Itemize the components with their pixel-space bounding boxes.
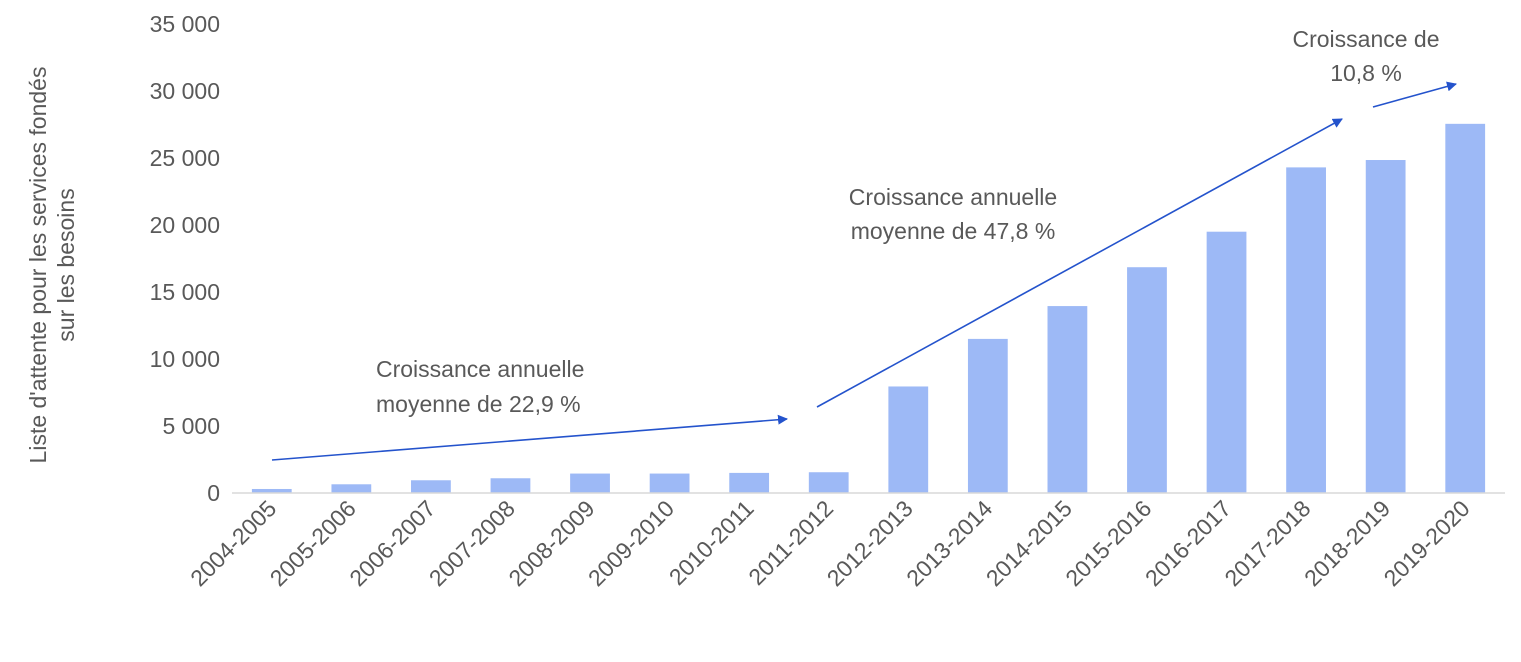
y-tick-label: 0 [207, 480, 220, 506]
y-tick-label: 35 000 [150, 11, 220, 37]
bar-2004-2005 [251, 488, 292, 493]
y-tick-label: 25 000 [150, 145, 220, 171]
x-tick-label: 2005-2006 [265, 495, 361, 591]
bar-2012-2013 [888, 386, 929, 493]
annotations: Croissance annuelle moyenne de 22,9 % Cr… [376, 26, 1440, 417]
growth-arrow-3 [1372, 81, 1457, 108]
annotation-1-line-1: Croissance annuelle [376, 356, 584, 382]
bar-2016-2017 [1206, 231, 1247, 493]
x-tick-label: 2018-2019 [1299, 495, 1395, 591]
x-tick-label: 2015-2016 [1060, 495, 1156, 591]
bar-2013-2014 [967, 338, 1008, 493]
growth-arrows [271, 81, 1457, 461]
x-tick-label: 2008-2009 [503, 495, 599, 591]
y-axis-ticks: 0 5 000 10 000 15 000 20 000 25 000 30 000 35 0… [150, 11, 220, 506]
x-tick-label: 2004-2005 [185, 495, 281, 591]
bar-2017-2018 [1286, 167, 1326, 493]
y-axis-title-line-1: Liste d'attente pour les services fondés [25, 67, 51, 464]
bar-2006-2007 [411, 480, 451, 493]
x-tick-label: 2014-2015 [981, 495, 1077, 591]
x-tick-label: 2007-2008 [424, 495, 520, 591]
bar-2010-2011 [729, 472, 770, 493]
growth-arrow-1 [271, 414, 788, 461]
x-tick-label: 2009-2010 [583, 495, 679, 591]
bar-2019-2020 [1445, 123, 1486, 493]
bar-2015-2016 [1127, 267, 1167, 493]
x-tick-label: 2006-2007 [344, 495, 440, 591]
annotation-3-line-2: 10,8 % [1330, 60, 1402, 86]
y-tick-label: 20 000 [150, 212, 220, 238]
x-tick-label: 2019-2020 [1379, 495, 1475, 591]
bar-2011-2012 [808, 472, 849, 493]
y-axis-title: Liste d'attente pour les services fondés… [25, 67, 79, 464]
x-tick-label: 2016-2017 [1140, 495, 1236, 591]
x-tick-label: 2012-2013 [822, 495, 918, 591]
y-tick-label: 30 000 [150, 78, 220, 104]
annotation-1-line-2: moyenne de 22,9 % [376, 391, 581, 417]
annotation-3-line-1: Croissance de [1292, 26, 1439, 52]
x-tick-label: 2013-2014 [901, 495, 997, 591]
bar-2005-2006 [331, 484, 372, 493]
bar-2018-2019 [1365, 160, 1406, 493]
y-tick-label: 5 000 [162, 413, 220, 439]
bar-2008-2009 [570, 473, 610, 493]
x-tick-label: 2017-2018 [1219, 495, 1315, 591]
annotation-2-line-2: moyenne de 47,8 % [851, 218, 1056, 244]
x-tick-label: 2010-2011 [664, 495, 759, 590]
bar-2014-2015 [1047, 306, 1088, 493]
growth-arrow-2 [816, 118, 1343, 408]
y-tick-label: 10 000 [150, 346, 220, 372]
bar-2009-2010 [649, 473, 690, 493]
y-axis-title-line-2: sur les besoins [53, 188, 79, 341]
bars [251, 123, 1486, 493]
bar-2007-2008 [490, 478, 531, 493]
annotation-2-line-1: Croissance annuelle [849, 184, 1057, 210]
x-axis-ticks: 2004-20052005-20062006-20072007-20082008… [185, 495, 1475, 591]
y-tick-label: 15 000 [150, 279, 220, 305]
